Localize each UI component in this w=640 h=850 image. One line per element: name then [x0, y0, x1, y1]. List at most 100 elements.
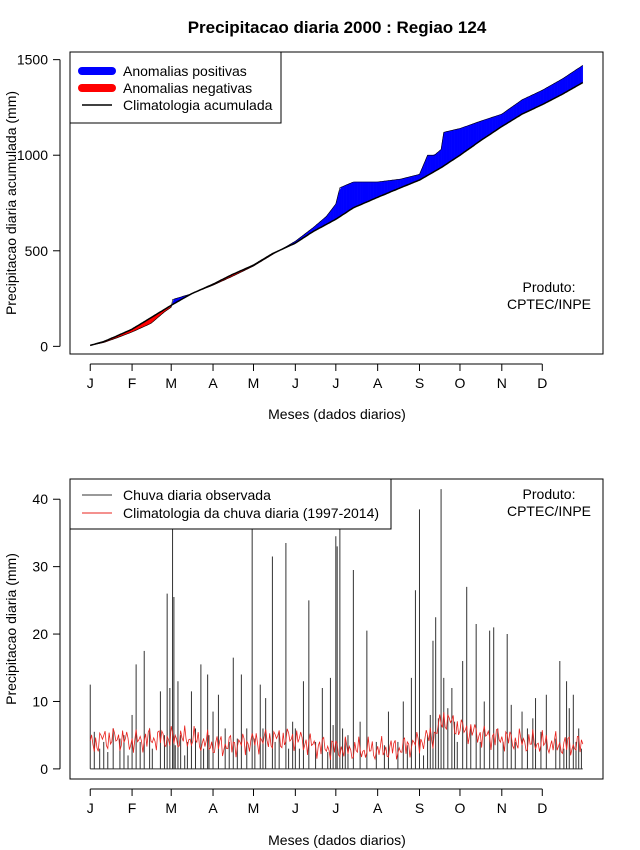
- climatology-daily-line: [89, 712, 584, 761]
- y-tick-label: 1500: [17, 52, 48, 68]
- positive-anomaly-segment: [567, 73, 571, 92]
- chart-title: Precipitacao diaria 2000 : Regiao 124: [188, 18, 487, 37]
- climatology-cumulative-line: [89, 81, 584, 347]
- x-tick-label: J: [292, 375, 299, 391]
- y-axis-label: Precipitacao diaria (mm): [3, 553, 19, 705]
- positive-anomaly-segment: [573, 69, 577, 89]
- cumulative-chart: J F M A M J J A S O N D 0 500 1000 1500 Precipitacao di…: [3, 51, 604, 422]
- positive-anomaly-segment: [357, 181, 361, 207]
- y-tick-label: 0: [40, 761, 48, 777]
- positive-anomaly-segment: [484, 118, 488, 139]
- x-tick-label: A: [208, 800, 218, 816]
- positive-anomaly-segment: [432, 153, 436, 173]
- x-axis-label: Meses (dados diarios): [268, 406, 406, 422]
- legend-label-observed: Chuva diaria observada: [123, 487, 271, 503]
- x-tick-label: N: [497, 375, 507, 391]
- positive-anomaly-segment: [373, 181, 377, 200]
- positive-anomaly-segment: [435, 151, 439, 172]
- positive-anomaly-segment: [486, 117, 490, 137]
- positive-anomaly-segment: [457, 128, 461, 158]
- positive-anomaly-segment: [335, 193, 339, 220]
- positive-anomaly-segment: [578, 65, 582, 86]
- positive-anomaly-segment: [370, 181, 374, 201]
- positive-anomaly-segment: [478, 120, 482, 143]
- positive-anomaly-segment: [362, 181, 366, 204]
- positive-anomaly-segment: [346, 183, 350, 213]
- axes: J F M A M J J A S O N D 0 500 1000 1500: [17, 52, 547, 391]
- positive-anomaly-segment: [527, 95, 531, 112]
- y-axis-label: Precipitacao diaria acumulada (mm): [3, 91, 19, 315]
- y-tick-label: 30: [32, 559, 48, 575]
- x-tick-label: J: [87, 375, 94, 391]
- y-tick-label: 500: [25, 243, 49, 259]
- x-tick-label: M: [165, 375, 177, 391]
- annotation-line-2: CPTEC/INPE: [507, 503, 591, 519]
- plot-frame: [69, 51, 604, 355]
- positive-anomaly-segment: [359, 181, 364, 206]
- observed-rain-bars: [89, 489, 583, 770]
- positive-anomaly-segment: [446, 130, 450, 165]
- positive-anomaly-segment: [365, 181, 369, 203]
- positive-anomaly-segment: [554, 81, 558, 99]
- legend-label-negative: Anomalias negativas: [123, 80, 252, 96]
- positive-anomaly-segment: [467, 124, 471, 150]
- positive-anomaly-segment: [559, 78, 563, 96]
- x-tick-label: A: [208, 375, 218, 391]
- positive-anomaly-segment: [376, 181, 380, 199]
- positive-anomaly-segment: [443, 131, 447, 167]
- positive-anomaly-segment: [378, 181, 382, 198]
- positive-anomaly-segment: [462, 126, 466, 154]
- positive-anomaly-segment: [341, 185, 345, 217]
- positive-anomaly-segment: [521, 98, 525, 115]
- x-tick-label: A: [373, 375, 383, 391]
- y-tick-label: 0: [40, 338, 48, 354]
- positive-anomaly-segment: [551, 83, 555, 100]
- positive-anomaly-segment: [489, 116, 493, 135]
- legend-box: [69, 478, 392, 530]
- positive-anomaly-segment: [438, 149, 442, 170]
- positive-anomaly-segment: [465, 125, 469, 152]
- x-tick-label: O: [455, 800, 466, 816]
- x-tick-label: J: [292, 800, 299, 816]
- x-axis-label: Meses (dados diarios): [268, 832, 406, 848]
- legend-label-climatology: Climatologia acumulada: [123, 97, 273, 113]
- y-tick-label: 20: [32, 626, 48, 642]
- y-tick-label: 40: [32, 491, 48, 507]
- positive-anomaly-segment: [535, 91, 539, 109]
- observed-cumulative-line: [90, 65, 583, 346]
- axes: J F M A M J J A S O N D 0 10 20 30 40: [32, 491, 547, 816]
- positive-anomaly-segment: [540, 89, 544, 106]
- legend-label-positive: Anomalias positivas: [123, 63, 247, 79]
- positive-anomaly-segment: [448, 130, 453, 163]
- positive-anomaly-segment: [519, 99, 523, 117]
- annotation-line-1: Produto:: [523, 486, 576, 502]
- positive-anomaly-segment: [349, 182, 353, 211]
- positive-anomaly-segment: [543, 87, 547, 105]
- x-tick-label: N: [497, 800, 507, 816]
- x-tick-label: M: [165, 800, 177, 816]
- positive-anomaly-segment: [440, 132, 444, 169]
- positive-anomaly-segment: [529, 94, 534, 111]
- climatology-line: [89, 712, 584, 761]
- x-tick-label: J: [332, 375, 339, 391]
- positive-anomaly-segment: [389, 179, 393, 193]
- positive-anomaly-segment: [475, 121, 480, 145]
- positive-anomaly-segment: [473, 122, 477, 147]
- x-tick-label: D: [537, 375, 547, 391]
- annotation-line-2: CPTEC/INPE: [507, 296, 591, 312]
- positive-anomaly-segment: [524, 96, 528, 114]
- y-tick-label: 1000: [17, 147, 48, 163]
- x-tick-label: M: [248, 375, 260, 391]
- x-tick-label: A: [373, 800, 383, 816]
- x-tick-label: S: [415, 375, 424, 391]
- positive-anomaly-segment: [384, 180, 388, 195]
- positive-anomaly-segment: [565, 74, 569, 93]
- legend: Anomalias positivas Anomalias negativas …: [69, 51, 282, 124]
- positive-anomaly-segment: [481, 119, 485, 141]
- cumulative-lines: [89, 65, 584, 347]
- positive-anomaly-segment: [581, 65, 583, 84]
- x-tick-label: J: [332, 800, 339, 816]
- annotation-line-1: Produto:: [523, 279, 576, 295]
